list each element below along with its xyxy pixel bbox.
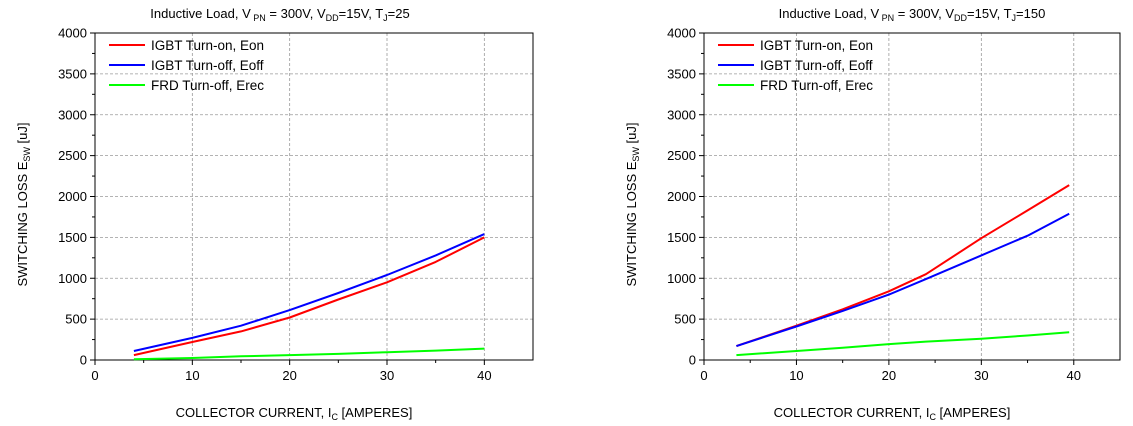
y-tick-label: 4000 — [667, 26, 696, 41]
y-tick-label: 2500 — [667, 148, 696, 163]
y-tick-label: 0 — [80, 353, 87, 368]
y-tick-label: 3500 — [667, 66, 696, 81]
y-tick-label: 1500 — [58, 230, 87, 245]
series-line-2 — [133, 233, 485, 352]
y-tick-label: 500 — [65, 312, 87, 327]
y-tick-label: 1000 — [58, 271, 87, 286]
x-tick-label: 20 — [882, 368, 896, 383]
x-tick-label: 10 — [789, 368, 803, 383]
y-tick-label: 3000 — [667, 107, 696, 122]
x-tick-label: 0 — [700, 368, 707, 383]
y-tick-label: 0 — [689, 353, 696, 368]
x-tick-label: 30 — [380, 368, 394, 383]
series-line-3 — [736, 331, 1070, 357]
series-line-1 — [736, 184, 1070, 348]
y-tick-label: 1000 — [667, 271, 696, 286]
legend-label: IGBT Turn-off, Eoff — [760, 58, 873, 73]
y-tick-label: 2000 — [667, 189, 696, 204]
legend-label: IGBT Turn-on, Eon — [151, 38, 264, 53]
x-tick-label: 10 — [185, 368, 199, 383]
y-axis-label: SWITCHING LOSS ESW [uJ] — [624, 122, 641, 286]
chart-title: Inductive Load, V PN = 300V, VDD=15V, TJ… — [150, 6, 409, 23]
chart-1: 0 500 1000 1500 2000 2500 3000 3500 4000 0 10 20 30 4… — [15, 6, 534, 422]
legend-label: FRD Turn-off, Erec — [151, 78, 264, 93]
x-axis-label: COLLECTOR CURRENT, IC [AMPERES] — [176, 405, 413, 422]
legend-label: IGBT Turn-off, Eoff — [151, 58, 264, 73]
y-tick-label: 3000 — [58, 107, 87, 122]
x-axis-label: COLLECTOR CURRENT, IC [AMPERES] — [774, 405, 1011, 422]
y-tick-label: 4000 — [58, 26, 87, 41]
series-line-3 — [133, 347, 485, 361]
y-tick-label: 3500 — [58, 66, 87, 81]
series-line-2 — [736, 212, 1070, 348]
chart-title: Inductive Load, V PN = 300V, VDD=15V, TJ… — [779, 6, 1046, 23]
chart-2: 0 500 1000 1500 2000 2500 3000 3500 4000 0 10 20 30 4… — [624, 6, 1121, 422]
y-tick-label: 500 — [674, 312, 696, 327]
y-tick-label: 1500 — [667, 230, 696, 245]
x-tick-label: 20 — [282, 368, 296, 383]
x-tick-label: 0 — [91, 368, 98, 383]
x-tick-label: 30 — [974, 368, 988, 383]
y-tick-label: 2000 — [58, 189, 87, 204]
series-line-1 — [133, 236, 485, 357]
legend-label: FRD Turn-off, Erec — [760, 78, 873, 93]
y-axis-label: SWITCHING LOSS ESW [uJ] — [15, 122, 32, 286]
legend-label: IGBT Turn-on, Eon — [760, 38, 873, 53]
y-tick-label: 2500 — [58, 148, 87, 163]
x-tick-label: 40 — [1067, 368, 1081, 383]
x-tick-label: 40 — [477, 368, 491, 383]
